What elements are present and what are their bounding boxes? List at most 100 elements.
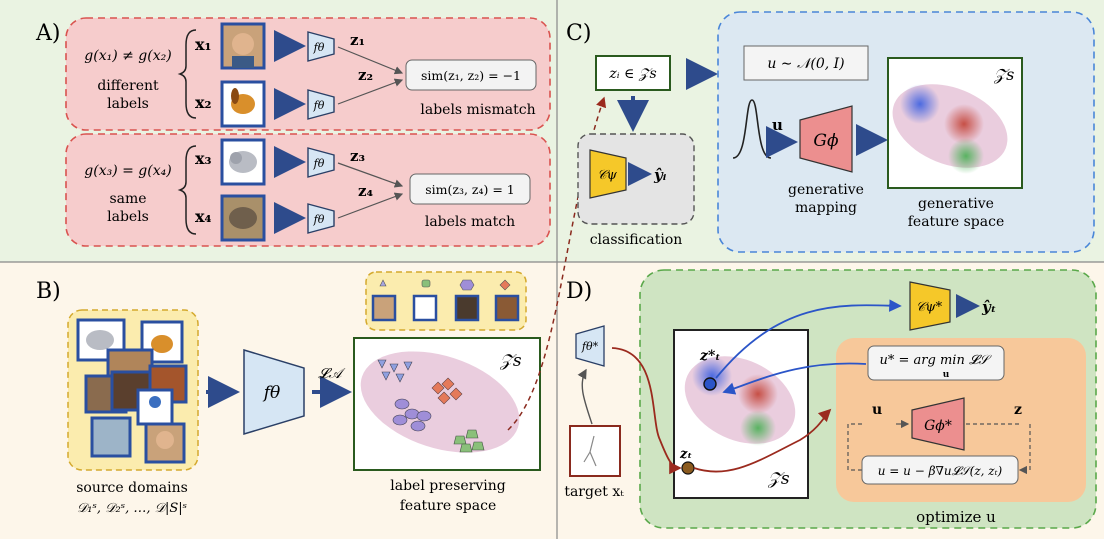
classifier-c-psi-star: 𝒞ψ* <box>909 281 951 331</box>
gen-caption-line2: mapping <box>795 200 857 216</box>
z-label-d: z <box>1014 402 1022 418</box>
feature-cluster-diamonds <box>431 377 463 405</box>
latent-z-label: zᵢ ∈ 𝒵s <box>608 66 656 82</box>
svg-text:Gϕ*: Gϕ* <box>924 418 952 434</box>
x1-label: x₁ <box>195 35 212 54</box>
sketch-figure-icon <box>583 435 597 467</box>
caption-same: same <box>109 191 146 207</box>
svg-text:𝒞ψ*: 𝒞ψ* <box>916 300 943 315</box>
target-caption: target xₜ <box>564 484 624 500</box>
line-z2 <box>337 78 404 105</box>
cluster-green-d <box>740 410 776 446</box>
noise-distribution: u ∼ 𝒩(0, I) <box>767 56 844 72</box>
gen-caption-line1: generative <box>788 182 864 198</box>
optimize-caption: optimize u <box>916 508 996 526</box>
svg-text:fθ*: fθ* <box>581 340 599 353</box>
arrow-target-to-encoder <box>577 368 593 425</box>
panel-d-label: D) <box>566 279 592 304</box>
space-symbol-b: 𝒵s <box>499 351 522 371</box>
cartoon-elephant-image <box>220 138 266 186</box>
similarity-box-2 <box>409 173 531 205</box>
class-prototype-box <box>365 271 527 331</box>
noise-box <box>743 45 869 81</box>
classifier-c-psi: 𝒞ψ <box>589 149 627 199</box>
cartoon-dog-image <box>220 80 266 128</box>
photo-elephant-image <box>220 194 266 242</box>
svg-text:fθ: fθ <box>313 213 325 226</box>
line-z4 <box>337 192 404 219</box>
similarity-mismatch: sim(z₁, z₂) = −1 <box>421 68 521 83</box>
path-encoder-to-zt <box>611 347 682 475</box>
encoder-f-theta-star: fθ* <box>575 325 605 367</box>
z3-label: z₃ <box>350 147 365 165</box>
u-label-d: u <box>872 402 882 418</box>
caption-labels-2: labels <box>107 209 149 225</box>
z1-label: z₁ <box>350 31 365 49</box>
svg-text:fθ: fθ <box>313 99 325 112</box>
classification-caption: classification <box>590 232 683 248</box>
path-zstar-to-classifier <box>715 299 902 379</box>
z4-label: z₄ <box>358 182 374 200</box>
svg-text:fθ: fθ <box>262 383 281 403</box>
encoder-f-theta-3: fθ <box>307 147 335 178</box>
cluster-red-c <box>944 104 984 144</box>
prediction-y-hat-t: ŷₜ <box>981 298 996 316</box>
condition-match: g(x₃) = g(x₄) <box>84 163 171 179</box>
brace-2 <box>177 145 197 235</box>
panel-b-label: B) <box>36 279 61 304</box>
update-rule: u = u − β∇u𝓛𝒮(z, zₜ) <box>878 464 1003 478</box>
space-symbol-c: 𝒵s <box>993 65 1014 84</box>
argmin-text: u* = arg min 𝓛𝒮 <box>880 353 993 368</box>
z2-label: z₂ <box>358 66 373 84</box>
loop-z-to-update <box>1018 424 1031 475</box>
path-argmin-to-zstar <box>722 362 867 395</box>
encoder-f-theta-main: fθ <box>243 348 305 436</box>
x3-label: x₃ <box>195 149 212 168</box>
source-domains-caption: source domains <box>76 480 188 496</box>
caption-labels-1: labels <box>107 96 149 112</box>
panel-a-label: A) <box>35 21 60 46</box>
source-domains-set: 𝒟₁ˢ, 𝒟₂ˢ, …, 𝒟|S|ˢ <box>77 501 187 516</box>
z-t-point <box>681 461 695 475</box>
latent-z-box <box>595 55 671 91</box>
brace-1 <box>177 29 197 119</box>
feature-cluster-hexagons <box>392 398 432 432</box>
space-caption-c-line1: generative <box>918 196 994 212</box>
z-star-label: z*ₜ <box>699 348 720 364</box>
argmin-box <box>867 345 1005 381</box>
panel-a-match-box <box>65 133 551 247</box>
path-zt-to-optimizer <box>693 408 832 473</box>
x2-label: x₂ <box>195 93 212 112</box>
panel-c-label: C) <box>566 21 591 46</box>
svg-text:Gϕ: Gϕ <box>813 131 839 151</box>
feature-cluster-triangles <box>377 359 413 383</box>
space-caption-c-line2: feature space <box>908 214 1005 230</box>
u-label-c: u <box>772 116 783 134</box>
dashed-link-b-to-c <box>507 96 607 431</box>
argmin-subscript: u <box>943 370 950 380</box>
space-caption-line1: label preserving <box>390 478 506 494</box>
x4-label: x₄ <box>195 207 212 226</box>
space-caption-line2: feature space <box>400 498 497 514</box>
similarity-match: sim(z₃, z₄) = 1 <box>425 182 515 197</box>
loop-update-to-u <box>847 423 862 471</box>
condition-mismatch: g(x₁) ≠ g(x₂) <box>84 48 171 64</box>
caption-different: different <box>97 78 159 94</box>
cluster-blue-d <box>692 356 732 396</box>
source-image-collage <box>76 318 188 464</box>
line-z3 <box>337 162 404 188</box>
prediction-y-hat: ŷᵢ <box>653 166 667 184</box>
cluster-blue-c <box>900 84 940 124</box>
target-sketch-image <box>569 425 621 477</box>
z-star-point <box>703 377 717 391</box>
photo-face-1 <box>220 22 266 70</box>
loss-label: 𝓛𝒜 <box>318 366 345 382</box>
panel-a-mismatch-box <box>65 17 551 131</box>
class-prototypes <box>371 279 520 322</box>
svg-text:fθ: fθ <box>313 41 325 54</box>
result-match: labels match <box>425 214 515 230</box>
encoder-f-theta-2: fθ <box>307 89 335 120</box>
svg-text:𝒞ψ: 𝒞ψ <box>597 168 617 183</box>
encoder-f-theta-4: fθ <box>307 203 335 234</box>
